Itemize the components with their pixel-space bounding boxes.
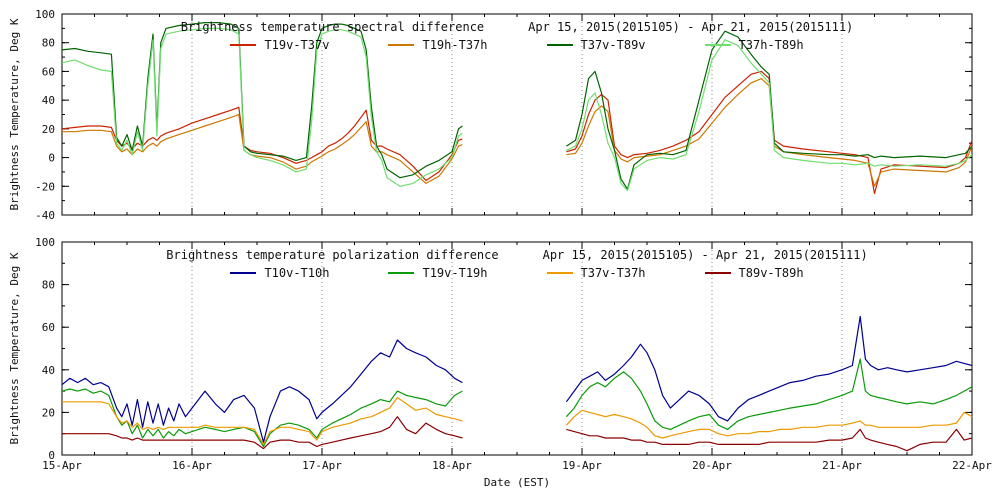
x-tick-label: 20-Apr [692, 459, 732, 472]
legend-entry: T19v-T19h [388, 266, 488, 280]
y-tick-label: 60 [42, 321, 55, 334]
bottom-chart-title-row: Brightness temperature polarization diff… [62, 248, 972, 262]
series-T19h-T37h [62, 77, 973, 187]
series-T89v-T89h [62, 416, 973, 452]
y-tick-label: -20 [35, 180, 55, 193]
legend-label: T89v-T89h [738, 266, 804, 280]
x-tick-label: 17-Apr [302, 459, 342, 472]
legend-label: T10v-T10h [264, 266, 330, 280]
legend-line-swatch [546, 272, 573, 274]
x-axis-title: Date (EST) [483, 476, 551, 489]
legend-line-swatch [230, 44, 257, 46]
series-T10v-T10h [61, 315, 973, 443]
y-tick-label: 60 [42, 65, 55, 78]
series-T37v-T37h [62, 396, 973, 445]
legend-label: T37h-T89h [738, 38, 804, 52]
legend-label: T19h-T37h [422, 38, 488, 52]
y-tick-label: 40 [42, 364, 55, 377]
legend-label: T19v-T37v [264, 38, 330, 52]
y-tick-label: 0 [48, 449, 55, 462]
bottom-chart-title: Brightness temperature polarization diff… [166, 248, 499, 262]
legend-entry: T19v-T37v [230, 38, 329, 52]
series-T37v-T89v [61, 22, 973, 190]
bottom-chart-y-axis-title: Brightness Temperature, Deg K [8, 252, 21, 445]
legend-entry: T37h-T89h [704, 38, 804, 52]
axis-ticks [61, 241, 973, 456]
series-T37h-T89h [61, 27, 973, 192]
y-tick-label: 0 [48, 152, 55, 165]
legend-entry: T37v-T37h [546, 266, 646, 280]
y-tick-label: 80 [42, 279, 55, 292]
top-chart-title-row: Brightness temperature spectral differen… [62, 20, 972, 34]
top-chart-title: Brightness temperature spectral differen… [180, 20, 485, 34]
x-tick-label: 18-Apr [432, 459, 472, 472]
legend-line-swatch [230, 272, 257, 274]
y-tick-label: 20 [42, 123, 55, 136]
legend-line-swatch [388, 272, 415, 274]
legend-label: T37v-T37h [580, 266, 646, 280]
y-tick-label: 80 [42, 37, 55, 50]
y-tick-label: 20 [42, 406, 55, 419]
legend-line-swatch [546, 44, 573, 46]
x-tick-label: 16-Apr [172, 459, 212, 472]
top-chart-legend: T19v-T37v T19h-T37h T37v-T89v T37h-T89h [62, 38, 972, 52]
legend-entry: T37v-T89v [546, 38, 646, 52]
x-tick-label: 21-Apr [822, 459, 862, 472]
y-tick-label: 100 [35, 236, 55, 249]
legend-entry: T10v-T10h [230, 266, 329, 280]
legend-line-swatch [704, 44, 731, 46]
bottom-chart-date-range: Apr 15, 2015(2015105) - Apr 21, 2015(201… [542, 248, 868, 262]
x-tick-label: 19-Apr [562, 459, 602, 472]
y-tick-label: 100 [35, 8, 55, 21]
legend-entry: T89v-T89h [704, 266, 804, 280]
top-chart-y-axis-title: Brightness Temperature, Deg K [8, 18, 21, 211]
top-chart-date-range: Apr 15, 2015(2015105) - Apr 21, 2015(201… [528, 20, 854, 34]
legend-line-swatch [704, 272, 731, 274]
legend-label: T37v-T89v [580, 38, 646, 52]
series-T19v-T19h [61, 358, 973, 448]
y-tick-label: -40 [35, 209, 55, 222]
y-tick-label: 40 [42, 94, 55, 107]
bottom-chart-legend: T10v-T10h T19v-T19h T37v-T37h T89v-T89h [62, 266, 972, 280]
panel-top: -40 -20 0 20 40 60 80 100 [35, 8, 973, 222]
legend-line-swatch [388, 44, 415, 46]
legend-label: T19v-T19h [422, 266, 488, 280]
series-T19v-T37v [61, 70, 973, 195]
legend-entry: T19h-T37h [388, 38, 488, 52]
panel-bottom: 0 20 40 60 80 100 15-Apr 16-Apr 17-Apr 18-Apr 19-A… [35, 236, 992, 472]
x-tick-label: 22-Apr [952, 459, 992, 472]
x-tick-label: 15-Apr [42, 459, 82, 472]
